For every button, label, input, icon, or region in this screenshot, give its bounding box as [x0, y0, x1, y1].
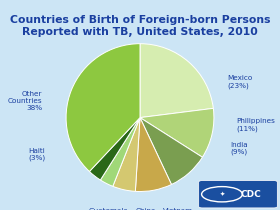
Text: Vietnam
(8%): Vietnam (8%) [163, 208, 193, 210]
Text: CDC: CDC [241, 190, 262, 199]
Text: Mexico
(23%): Mexico (23%) [227, 75, 253, 89]
Text: Countries of Birth of Foreign-born Persons
Reported with TB, United States, 2010: Countries of Birth of Foreign-born Perso… [10, 15, 270, 37]
FancyBboxPatch shape [199, 181, 277, 208]
Text: Haiti
(3%): Haiti (3%) [28, 148, 45, 161]
Text: China
(5%): China (5%) [136, 208, 156, 210]
Wedge shape [140, 118, 202, 184]
Wedge shape [140, 44, 213, 118]
Text: ✦: ✦ [219, 192, 225, 197]
Text: India
(9%): India (9%) [230, 142, 248, 155]
Wedge shape [89, 118, 140, 180]
Wedge shape [140, 108, 214, 157]
Wedge shape [113, 118, 140, 191]
Text: Guatemala
(3%): Guatemala (3%) [89, 208, 129, 210]
Wedge shape [101, 118, 140, 186]
Wedge shape [135, 118, 171, 192]
Wedge shape [66, 44, 140, 172]
Text: Other
Countries
38%: Other Countries 38% [8, 91, 43, 111]
Text: Philippines
(11%): Philippines (11%) [236, 118, 275, 132]
